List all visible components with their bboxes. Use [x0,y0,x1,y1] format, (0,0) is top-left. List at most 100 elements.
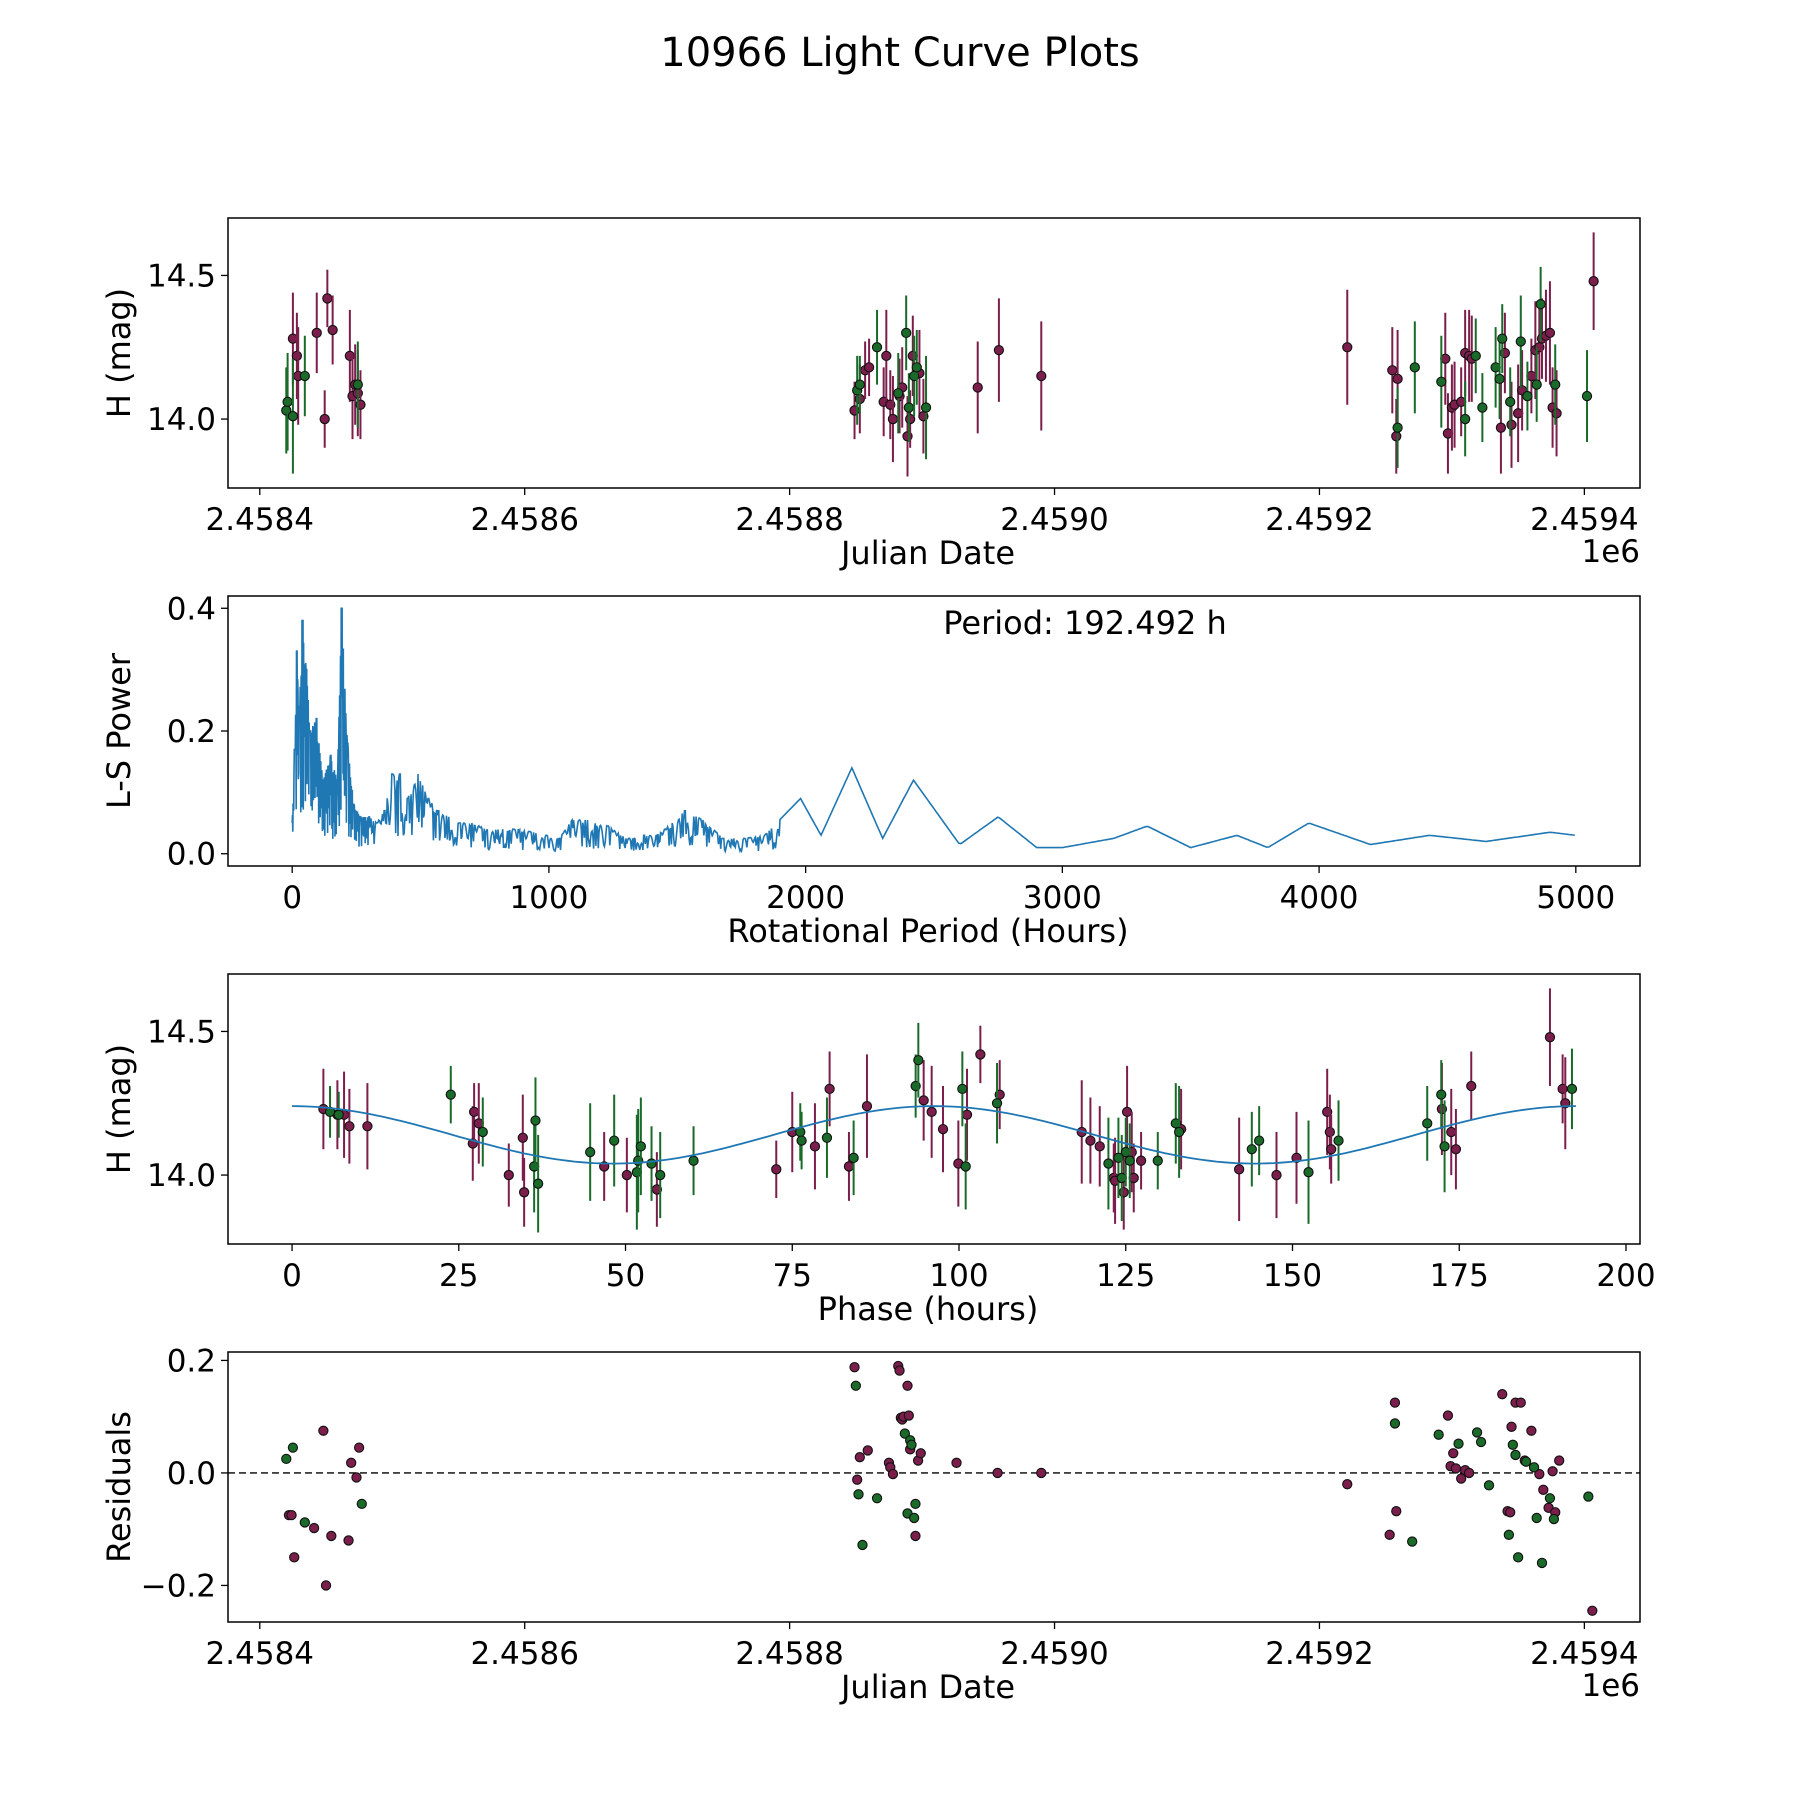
data-point [852,1474,863,1485]
data-point [824,1083,835,1095]
y-tick-label: 0.2 [167,714,216,750]
data-point [1535,299,1546,310]
data-point [908,1512,920,1524]
data-point [609,1135,620,1146]
series-filter-b [281,1380,1594,1569]
data-point [951,1457,962,1468]
data-point [1512,1552,1524,1563]
x-tick-label: 150 [1263,1258,1322,1294]
x-tick-label: 0 [282,880,302,916]
data-point [893,388,904,399]
x-tick-label: 2.4592 [1265,502,1373,538]
x-tick-label: 2.4590 [1000,502,1108,538]
data-point [911,362,922,373]
data-point [910,1498,921,1510]
data-point [1522,390,1533,402]
data-point [887,1468,899,1480]
data-point [1271,1169,1282,1181]
data-point [1544,1032,1556,1043]
y-tick-label: 0.0 [167,837,216,873]
x-axis-label: Julian Date [839,534,1015,572]
data-point [1442,1410,1454,1421]
data-point [518,1187,530,1198]
data-point [1391,1506,1402,1517]
data-point [322,293,333,304]
x-tick-label: 3000 [1023,880,1102,916]
data-point [961,1109,973,1120]
data-point [1460,413,1471,425]
data-point [445,1089,456,1100]
x-axis-label: Julian Date [839,1668,1015,1706]
x-tick-label: 50 [606,1258,645,1294]
y-tick-label: 14.0 [147,402,216,438]
data-point [352,379,363,390]
figure-title: 10966 Light Curve Plots [660,30,1139,76]
series-filter-b [281,266,1593,474]
data-point [356,1498,367,1510]
data-point [862,1445,873,1456]
x-offset-label: 1e6 [1581,1668,1640,1704]
light-curve-panel: 2.4584 2.4586 2.4588 2.4590 2.4592 2.4594 14.0… [100,217,1641,572]
data-point [871,342,883,353]
data-point [289,1552,300,1563]
data-point [902,1380,913,1391]
data-point [887,413,899,425]
data-point [848,1152,859,1163]
x-tick-label: 125 [1096,1258,1155,1294]
data-point [1520,1456,1532,1467]
data-point [585,1146,596,1158]
data-point [1113,1152,1124,1163]
data-point [1544,1493,1556,1504]
data-point [1246,1144,1257,1155]
data-point [993,344,1005,356]
data-point [655,1169,666,1181]
data-point [621,1169,633,1181]
data-point [1506,419,1517,430]
y-axis-label: H (mag) [100,288,138,418]
data-point [351,1472,362,1483]
x-tick-label: 2.4586 [470,1636,578,1672]
data-point [1389,1397,1401,1408]
data-point [1503,1529,1515,1540]
y-tick-label: 14.0 [147,1158,216,1194]
data-point [1324,1126,1336,1138]
series-filter-b [324,1022,1578,1233]
data-point [362,1121,373,1132]
data-point [1551,408,1562,419]
series-filter-a [318,988,1571,1230]
x-axis-label: Phase (hours) [818,1290,1039,1328]
data-point [1152,1155,1163,1166]
data-point [688,1155,699,1166]
data-point [346,1457,357,1468]
data-point [1477,402,1488,413]
data-point [809,1141,821,1152]
data-point [1439,1141,1450,1152]
data-point [894,1365,905,1376]
data-point [857,1539,868,1551]
x-tick-label: 200 [1596,1258,1655,1294]
data-point [854,379,865,390]
data-point [1583,1491,1594,1502]
data-point [821,1132,833,1143]
series-filter-a [287,232,1599,477]
data-point [1436,376,1447,387]
data-point [1448,1448,1459,1459]
data-point [975,1049,986,1060]
data-point [286,1509,297,1521]
data-point [319,413,330,425]
data-point [1384,1529,1395,1540]
data-point [1471,1427,1483,1438]
data-point [1531,379,1542,390]
data-point [1121,1106,1133,1118]
data-point [353,1442,365,1453]
data-point [1510,1449,1521,1461]
data-point [1409,362,1420,373]
data-point [903,1410,914,1421]
data-point [960,1161,971,1172]
data-point [1433,1429,1444,1440]
data-point [344,1121,355,1132]
data-point [1094,1141,1105,1152]
data-point [318,1425,329,1436]
data-point [1506,1421,1517,1432]
data-point [282,396,293,407]
